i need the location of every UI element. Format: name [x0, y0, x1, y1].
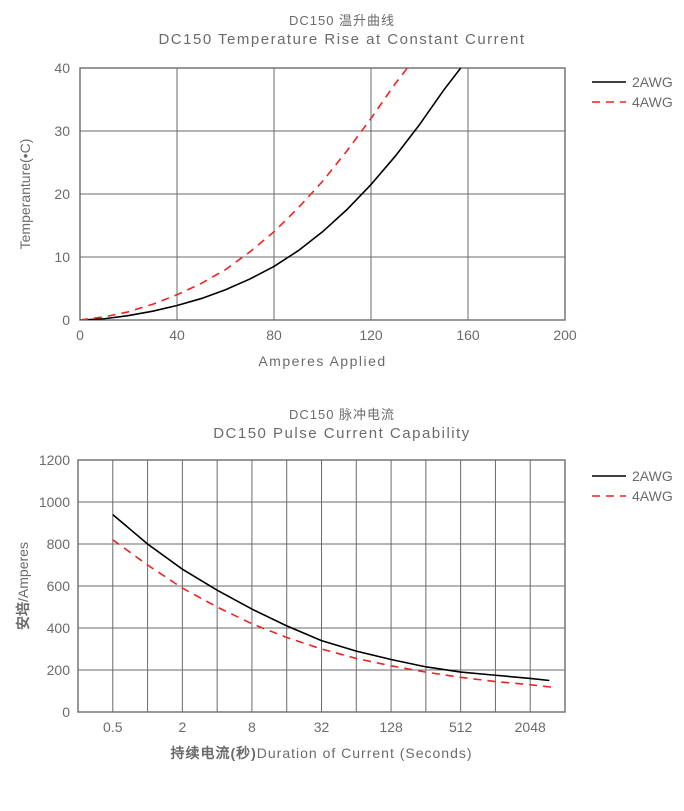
svg-text:800: 800	[47, 536, 71, 552]
svg-text:40: 40	[169, 327, 185, 343]
svg-text:600: 600	[47, 578, 71, 594]
svg-text:400: 400	[47, 620, 71, 636]
svg-text:Temperanture(•C): Temperanture(•C)	[17, 139, 33, 250]
svg-text:512: 512	[449, 719, 473, 735]
svg-text:0: 0	[62, 312, 70, 328]
svg-text:持续电流(秒)Duration of Current (Se: 持续电流(秒)Duration of Current (Seconds)	[170, 745, 472, 761]
svg-text:32: 32	[314, 719, 330, 735]
chart2-title-cn: DC150 脉冲电流	[10, 404, 674, 423]
svg-text:20: 20	[54, 186, 70, 202]
svg-text:2048: 2048	[515, 719, 546, 735]
svg-text:0.5: 0.5	[103, 719, 123, 735]
svg-text:0: 0	[62, 704, 70, 720]
legend-item-4awg: 4AWG	[592, 94, 673, 110]
chart1-title-cn: DC150 温升曲线	[10, 10, 674, 29]
svg-text:1000: 1000	[39, 494, 70, 510]
svg-text:200: 200	[47, 662, 71, 678]
chart1-title-en: DC150 Temperature Rise at Constant Curre…	[10, 31, 674, 48]
legend-label: 2AWG	[632, 74, 673, 90]
chart2-svg: 0.5 2 8 32 128 512 2048 0 200 400 600 800 1000 1200 持续…	[10, 450, 580, 770]
svg-text:8: 8	[248, 719, 256, 735]
legend-item-4awg: 4AWG	[592, 488, 673, 504]
svg-text:30: 30	[54, 123, 70, 139]
temperature-rise-chart: DC150 温升曲线 DC150 Temperature Rise at Con…	[10, 10, 674, 376]
legend-item-2awg: 2AWG	[592, 468, 673, 484]
svg-text:安培/Amperes: 安培/Amperes	[15, 542, 31, 630]
pulse-current-chart: DC150 脉冲电流 DC150 Pulse Current Capabilit…	[10, 404, 674, 770]
svg-text:40: 40	[54, 60, 70, 76]
chart1-svg: 0 40 80 120 160 200 0 10 20 30 40 Amperes Applied Te…	[10, 56, 580, 376]
svg-text:Amperes Applied: Amperes Applied	[258, 353, 386, 369]
legend-label: 4AWG	[632, 94, 673, 110]
legend-label: 2AWG	[632, 468, 673, 484]
svg-text:200: 200	[553, 327, 577, 343]
chart2-legend: 2AWG 4AWG	[580, 450, 673, 508]
svg-text:128: 128	[379, 719, 403, 735]
svg-text:160: 160	[456, 327, 480, 343]
svg-text:80: 80	[266, 327, 282, 343]
svg-text:10: 10	[54, 249, 70, 265]
svg-text:1200: 1200	[39, 452, 70, 468]
svg-text:2: 2	[178, 719, 186, 735]
chart2-title-en: DC150 Pulse Current Capability	[10, 425, 674, 442]
legend-label: 4AWG	[632, 488, 673, 504]
chart1-legend: 2AWG 4AWG	[580, 56, 673, 114]
svg-text:120: 120	[359, 327, 383, 343]
legend-item-2awg: 2AWG	[592, 74, 673, 90]
svg-text:0: 0	[76, 327, 84, 343]
